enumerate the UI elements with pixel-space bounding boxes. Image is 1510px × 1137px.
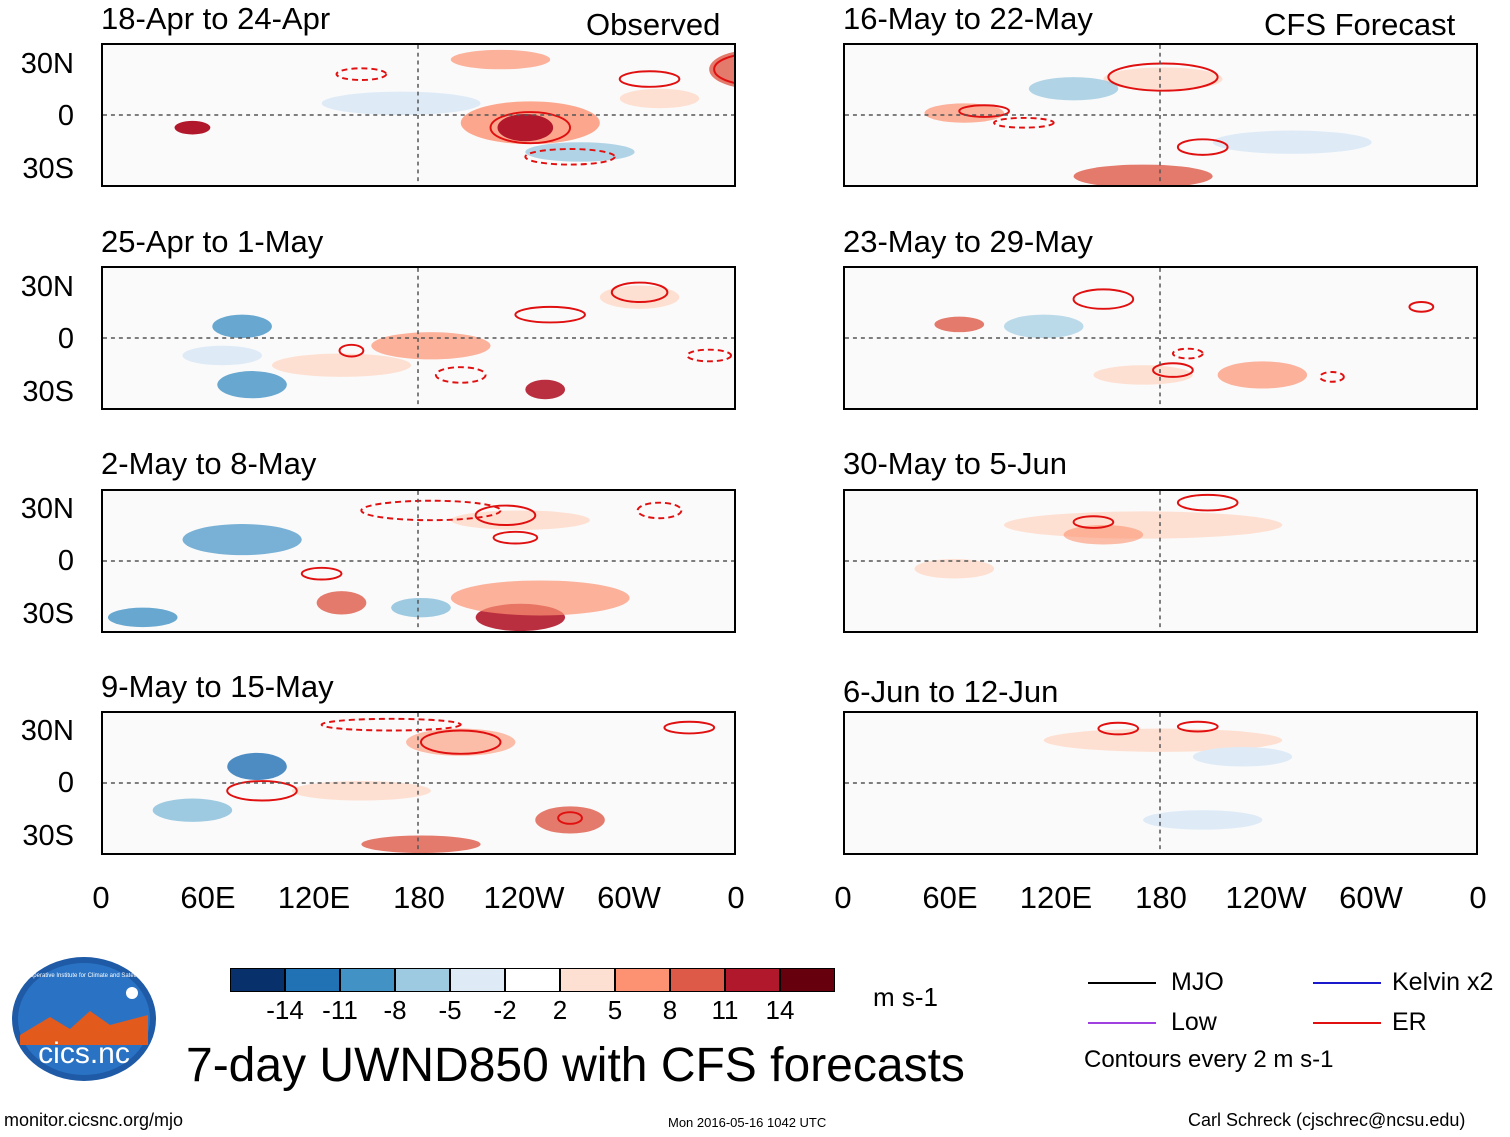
colorbar-tick: 8: [662, 995, 678, 1025]
colorbar-tick: -5: [438, 995, 462, 1025]
panel-title-observed-4: 9-May to 15-May: [101, 669, 334, 704]
lat-label-30n: 30N: [20, 493, 74, 525]
colorbar-swatch: [615, 968, 670, 992]
legend-label-low: Low: [1171, 1008, 1217, 1036]
forecast-header: CFS Forecast: [1264, 7, 1456, 42]
legend-label-er: ER: [1392, 1008, 1427, 1036]
lon-label: 60E: [180, 880, 236, 915]
observed-header: Observed: [586, 7, 721, 42]
map-panel-observed-4: [101, 711, 736, 855]
legend-line-low: [1088, 1022, 1156, 1024]
map-panel-forecast-1: [843, 43, 1478, 187]
legend-note: Contours every 2 m s-1: [1084, 1046, 1334, 1073]
lon-label: 180: [1135, 880, 1187, 915]
colorbar-swatch: [450, 968, 505, 992]
cics-logo: cics.nc Cooperative Institute for Climat…: [10, 955, 158, 1083]
legend-label-mjo: MJO: [1171, 968, 1224, 996]
lat-label-30s: 30S: [22, 598, 74, 630]
footer-url: monitor.cicsnc.org/mjo: [4, 1110, 184, 1130]
lat-label-eq: 0: [57, 767, 74, 799]
panel-title-forecast-4: 6-Jun to 12-Jun: [843, 674, 1059, 709]
lon-label: 0: [1469, 880, 1487, 915]
colorbar-tick: 2: [552, 995, 568, 1025]
logo-arc-text: Cooperative Institute for Climate and Sa…: [22, 973, 145, 979]
colorbar-swatch: [230, 968, 285, 992]
lat-label-30n: 30N: [20, 48, 74, 80]
panel-title-observed-3: 2-May to 8-May: [101, 446, 317, 481]
legend-label-kelvin: Kelvin x2: [1392, 968, 1494, 996]
footer-author: Carl Schreck (cjschrec@ncsu.edu): [1188, 1110, 1466, 1130]
panel-title-forecast-3: 30-May to 5-Jun: [843, 446, 1067, 481]
colorbar-tick: 11: [711, 995, 739, 1025]
legend-line-er: [1313, 1022, 1381, 1024]
lon-label: 60W: [597, 880, 661, 915]
lon-label: 0: [727, 880, 745, 915]
lon-label: 120W: [483, 880, 565, 915]
colorbar-tick: -11: [322, 995, 358, 1025]
lon-label: 0: [834, 880, 852, 915]
map-panel-forecast-4: [843, 711, 1478, 855]
colorbar-tick: -8: [383, 995, 407, 1025]
map-panel-observed-2: [101, 266, 736, 410]
lon-label: 120E: [277, 880, 351, 915]
lat-label-eq: 0: [57, 323, 74, 355]
main-title: 7-day UWND850 with CFS forecasts: [186, 1039, 965, 1092]
colorbar-swatch: [285, 968, 340, 992]
map-panel-forecast-3: [843, 489, 1478, 633]
colorbar-swatch: [340, 968, 395, 992]
panel-title-forecast-2: 23-May to 29-May: [843, 224, 1093, 259]
lat-label-eq: 0: [57, 100, 74, 132]
colorbar-swatch: [670, 968, 725, 992]
lat-label-30s: 30S: [22, 376, 74, 408]
logo-text: cics.nc: [38, 1037, 130, 1070]
legend-line-kelvin: [1313, 982, 1381, 984]
colorbar-tick: -14: [266, 995, 304, 1025]
lat-label-30n: 30N: [20, 715, 74, 747]
lat-label-eq: 0: [57, 545, 74, 577]
map-panel-observed-1: [101, 43, 736, 187]
lon-label: 120E: [1019, 880, 1093, 915]
colorbar-tick: 5: [607, 995, 623, 1025]
lon-label: 120W: [1225, 880, 1307, 915]
lat-label-30s: 30S: [22, 153, 74, 185]
map-panel-forecast-2: [843, 266, 1478, 410]
lat-label-30s: 30S: [22, 820, 74, 852]
legend-line-mjo: [1088, 982, 1156, 984]
colorbar-tick: 14: [765, 995, 795, 1025]
colorbar-units: m s-1: [873, 982, 938, 1012]
colorbar-swatch: [560, 968, 615, 992]
colorbar-swatch: [395, 968, 450, 992]
lon-label: 60E: [922, 880, 978, 915]
colorbar-swatch: [505, 968, 560, 992]
footer-timestamp: Mon 2016-05-16 1042 UTC: [668, 1115, 827, 1130]
lon-label: 0: [92, 880, 110, 915]
panel-title-forecast-1: 16-May to 22-May: [843, 1, 1093, 36]
lat-label-30n: 30N: [20, 271, 74, 303]
lon-label: 180: [393, 880, 445, 915]
panel-title-observed-2: 25-Apr to 1-May: [101, 224, 324, 259]
colorbar-swatch: [780, 968, 835, 992]
colorbar-tick: -2: [493, 995, 517, 1025]
lon-label: 60W: [1339, 880, 1403, 915]
panel-title-observed-1: 18-Apr to 24-Apr: [101, 1, 331, 36]
colorbar-swatch: [725, 968, 780, 992]
map-panel-observed-3: [101, 489, 736, 633]
